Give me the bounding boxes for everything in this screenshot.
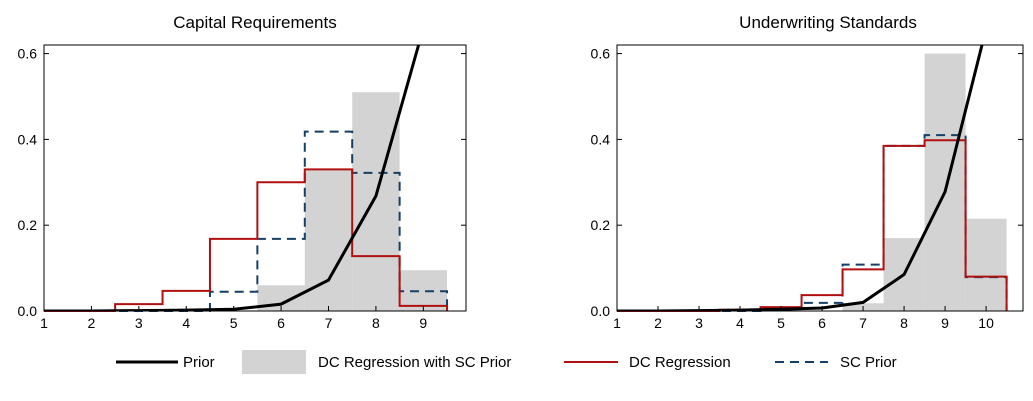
x-tick-label: 8	[900, 315, 908, 331]
x-tick-label: 2	[88, 315, 96, 331]
x-tick-label: 7	[325, 315, 333, 331]
x-tick-label: 6	[277, 315, 285, 331]
plot-frame	[616, 44, 1024, 312]
y-tick-label: 0.2	[591, 217, 611, 233]
x-tick-label: 1	[613, 315, 621, 331]
bar	[965, 218, 1007, 311]
bar	[399, 270, 448, 311]
legend-label-dc-regression: DC Regression	[629, 354, 731, 371]
y-tick-label: 0.4	[18, 131, 38, 147]
x-tick-label: 5	[230, 315, 238, 331]
chart-underwriting-standards: Underwriting Standards 1 2 3 4 5 6 7 8 9 10 0.0 0.2…	[591, 13, 1024, 331]
x-tick-label: 6	[818, 315, 826, 331]
x-tick-label: 1	[40, 315, 48, 331]
chart-title: Capital Requirements	[173, 13, 336, 32]
bar	[352, 92, 400, 312]
x-tick-label: 7	[859, 315, 867, 331]
legend-swatch-dc-regression-with-sc-prior	[242, 350, 306, 374]
y-tick-label: 0.6	[18, 46, 38, 62]
chart-capital-requirements: Capital Requirements 1 2 3 4 5 6 7 8 9 0.0 0.2 0.4 0…	[18, 13, 467, 331]
x-tick-label: 2	[654, 315, 662, 331]
chart-title: Underwriting Standards	[739, 13, 917, 32]
x-tick-label: 9	[419, 315, 427, 331]
legend-label-prior: Prior	[183, 354, 215, 371]
x-tick-label: 8	[372, 315, 380, 331]
y-tick-label: 0.6	[591, 46, 611, 62]
legend-label-dc-regression-with-sc-prior: DC Regression with SC Prior	[318, 354, 511, 371]
y-tick-label: 0.0	[591, 303, 611, 319]
y-tick-label: 0.0	[18, 303, 38, 319]
series-line-dc-regression	[44, 168, 449, 312]
y-tick-label: 0.4	[591, 131, 611, 147]
legend: Prior DC Regression with SC Prior DC Reg…	[116, 350, 897, 374]
x-tick-label: 3	[135, 315, 143, 331]
plot-frame	[43, 44, 467, 312]
x-tick-label: 4	[182, 315, 190, 331]
x-tick-label: 9	[941, 315, 949, 331]
y-tick-label: 0.2	[18, 217, 38, 233]
bar	[924, 53, 966, 311]
legend-label-sc-prior: SC Prior	[840, 354, 897, 371]
x-tick-label: 5	[777, 315, 785, 331]
x-tick-label: 10	[978, 315, 994, 331]
x-tick-label: 4	[736, 315, 744, 331]
x-tick-label: 3	[695, 315, 703, 331]
